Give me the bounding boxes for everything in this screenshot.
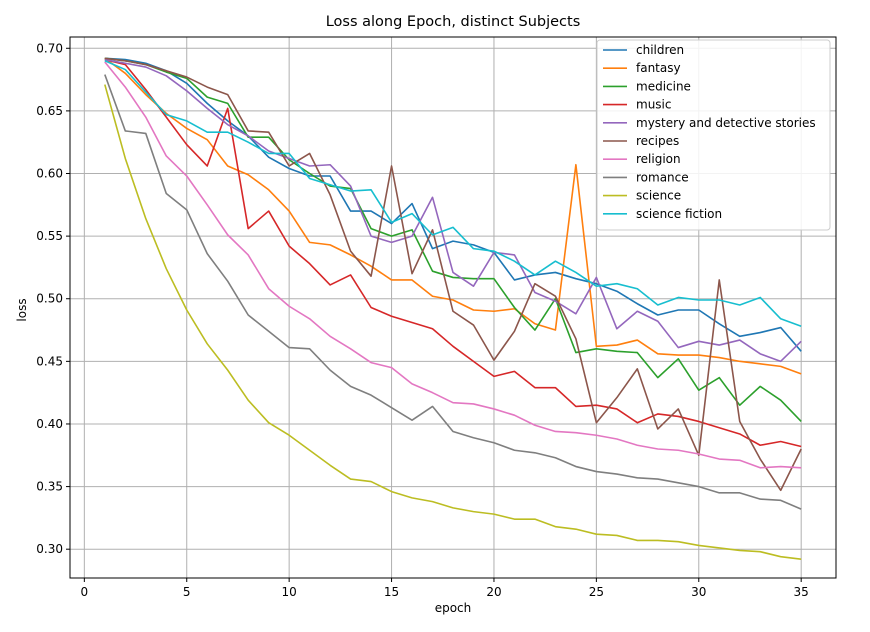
series-line <box>104 57 802 492</box>
series-line <box>104 60 802 328</box>
x-tick-label: 0 <box>81 585 89 599</box>
series-line <box>104 84 802 561</box>
series-lines <box>104 57 802 561</box>
y-tick-label: 0.35 <box>36 480 63 494</box>
series-line <box>104 74 802 510</box>
series-line <box>104 58 802 448</box>
legend-label: recipes <box>636 134 679 148</box>
legend-label: science <box>636 189 681 203</box>
y-tick-label: 0.55 <box>36 229 63 243</box>
axis-ticks: 0 5 10 15 20 25 30 35 0.30 0.35 0.40 0.45 0.50 0.55 0.… <box>36 41 809 599</box>
y-tick-label: 0.50 <box>36 292 63 306</box>
series-line <box>104 57 802 423</box>
y-tick-label: 0.30 <box>36 542 63 556</box>
legend-label: music <box>636 98 671 112</box>
x-tick-label: 5 <box>183 585 191 599</box>
series-line <box>104 57 802 375</box>
series-line <box>104 57 802 352</box>
series-line <box>104 61 802 469</box>
legend-label: fantasy <box>636 61 681 75</box>
plot-frame <box>69 36 837 579</box>
series-line <box>104 58 802 363</box>
x-tick-label: 30 <box>691 585 706 599</box>
y-axis-label: loss <box>15 298 29 321</box>
x-tick-label: 15 <box>384 585 399 599</box>
y-tick-label: 0.45 <box>36 354 63 368</box>
legend-box <box>596 39 831 231</box>
legend-label: romance <box>636 170 689 184</box>
legend: children fantasy medicine music mystery and … <box>596 39 831 231</box>
legend-label: mystery and detective stories <box>636 116 816 130</box>
x-tick-label: 25 <box>589 585 604 599</box>
legend-label: medicine <box>636 79 691 93</box>
x-tick-label: 10 <box>282 585 297 599</box>
x-axis-label: epoch <box>435 601 472 615</box>
y-tick-label: 0.65 <box>36 104 63 118</box>
legend-label: children <box>636 43 684 57</box>
y-tick-label: 0.40 <box>36 417 63 431</box>
legend-label: science fiction <box>636 207 722 221</box>
x-tick-label: 20 <box>486 585 501 599</box>
x-tick-label: 35 <box>794 585 809 599</box>
chart-title: Loss along Epoch, distinct Subjects <box>326 14 581 30</box>
y-tick-label: 0.60 <box>36 167 63 181</box>
y-tick-label: 0.70 <box>36 41 63 55</box>
legend-label: religion <box>636 152 681 166</box>
